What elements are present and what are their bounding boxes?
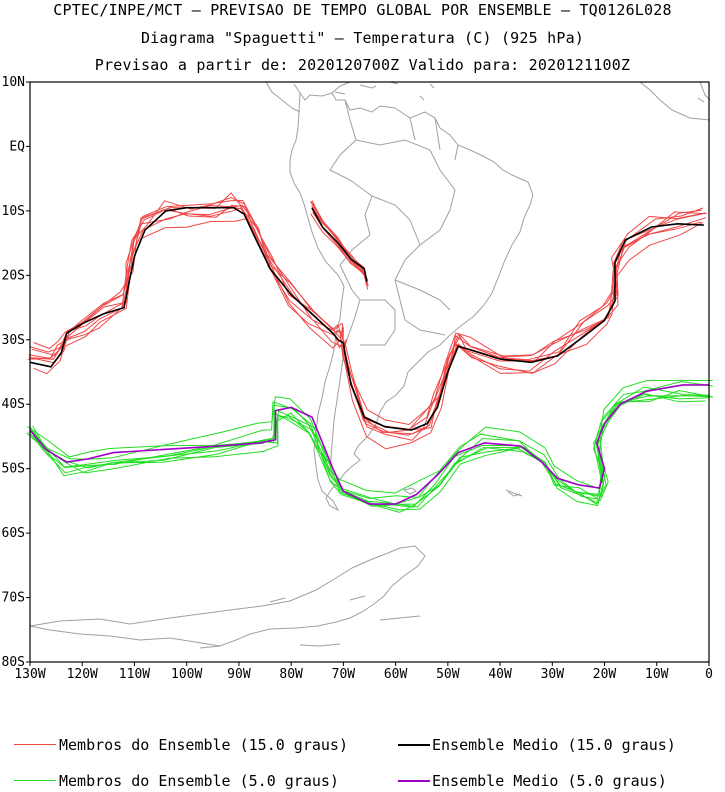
legend-swatch-mean5 [398, 780, 430, 782]
y-axis: 10N EQ 10S 20S 30S 40S 50S 60S 70S 80S [2, 75, 30, 670]
chart-title-line1: CPTEC/INPE/MCT – PREVISAO DE TEMPO GLOBA… [53, 1, 672, 19]
y-tick-label: 60S [2, 526, 25, 541]
y-tick-label: 10S [2, 204, 25, 219]
x-tick-label: 80W [279, 667, 303, 682]
legend-label-mean5: Ensemble Medio (5.0 graus) [432, 772, 667, 790]
y-tick-label: EQ [9, 139, 25, 154]
antarctica-coast [29, 545, 426, 649]
legend-swatch-mean15 [398, 744, 430, 746]
member15-line [28, 204, 702, 441]
legend-label-members15: Membros do Ensemble (15.0 graus) [59, 736, 348, 754]
y-tick-label: 40S [2, 397, 25, 412]
central-america-coast [265, 81, 351, 113]
member5-line [27, 379, 713, 494]
y-tick-label: 80S [2, 655, 25, 670]
y-tick-label: 50S [2, 462, 25, 477]
member5-line [31, 389, 713, 508]
x-tick-label: 110W [119, 667, 150, 682]
antarctic-islands [269, 595, 421, 647]
members-5-group [26, 379, 713, 513]
x-tick-label: 130W [14, 667, 45, 682]
mean15-line [29, 206, 704, 431]
x-axis: 130W 120W 110W 100W 90W 80W 70W 60W 50W 40W 30W 20W… [14, 662, 713, 682]
legend-swatch-members15 [14, 744, 56, 745]
africa-coast [639, 81, 711, 121]
south-georgia [505, 489, 523, 497]
internal-borders [329, 99, 459, 471]
mean-lines-group [29, 206, 709, 505]
x-tick-label: 70W [332, 667, 356, 682]
coastline-map [29, 81, 711, 649]
x-tick-label: 30W [541, 667, 565, 682]
x-tick-label: 10W [645, 667, 669, 682]
plot-frame [29, 81, 710, 663]
south-america-coast [289, 91, 534, 512]
member5-line [28, 393, 710, 513]
y-tick-label: 20S [2, 268, 25, 283]
x-tick-label: 60W [384, 667, 408, 682]
x-tick-label: 0 [705, 667, 713, 682]
member15-line [28, 206, 701, 433]
member15-line [29, 192, 703, 430]
legend-label-mean15: Ensemble Medio (15.0 graus) [432, 736, 676, 754]
y-tick-label: 30S [2, 333, 25, 348]
x-tick-label: 100W [171, 667, 202, 682]
x-tick-label: 40W [488, 667, 512, 682]
y-tick-label: 10N [2, 75, 25, 90]
x-tick-label: 50W [436, 667, 460, 682]
x-tick-label: 120W [67, 667, 98, 682]
member15-line [31, 196, 704, 430]
mean15-line [311, 207, 368, 282]
chart-title-line2: Diagrama "Spaguetti" – Temperatura (C) (… [140, 29, 585, 47]
x-tick-label: 20W [593, 667, 617, 682]
chart-title-line3: Previsao a partir de: 2020120700Z Valido… [94, 56, 631, 74]
legend-swatch-members5 [14, 780, 56, 781]
mean5-line [29, 384, 709, 505]
y-tick-label: 70S [2, 591, 25, 606]
caribbean-islands [334, 81, 435, 101]
legend-label-members5: Membros do Ensemble (5.0 graus) [59, 772, 339, 790]
member15-line [31, 207, 707, 435]
x-tick-label: 90W [227, 667, 251, 682]
member15-line [33, 217, 704, 450]
